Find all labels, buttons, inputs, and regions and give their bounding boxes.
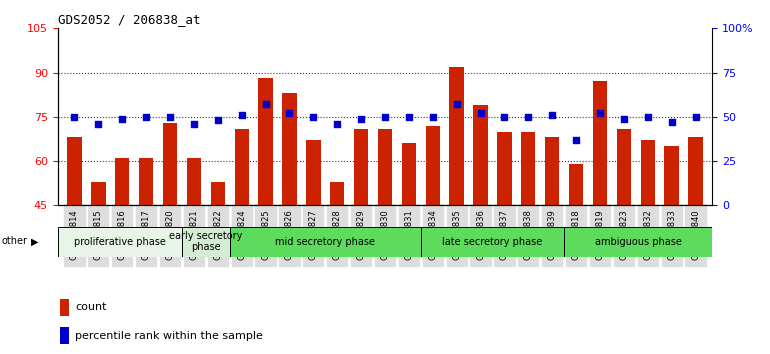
Point: [236, 112, 248, 118]
Point: [92, 121, 105, 127]
Point: [69, 114, 81, 120]
Point: [307, 114, 320, 120]
Point: [450, 102, 463, 107]
Bar: [60, 327, 69, 344]
Bar: [60, 299, 69, 316]
Text: ▶: ▶: [31, 236, 38, 246]
Point: [116, 116, 129, 121]
Point: [474, 110, 487, 116]
Bar: [235, 129, 249, 338]
Bar: [402, 143, 416, 338]
Text: ambiguous phase: ambiguous phase: [594, 236, 681, 247]
Point: [546, 112, 558, 118]
Bar: [474, 105, 487, 338]
Point: [689, 114, 701, 120]
Bar: [229, 227, 421, 257]
Bar: [378, 129, 392, 338]
Bar: [564, 227, 712, 257]
Text: mid secretory phase: mid secretory phase: [276, 236, 375, 247]
Text: GDS2052 / 206838_at: GDS2052 / 206838_at: [58, 13, 200, 26]
Point: [379, 114, 391, 120]
Point: [403, 114, 415, 120]
Point: [665, 119, 678, 125]
Bar: [593, 81, 608, 338]
Bar: [162, 123, 177, 338]
Text: proliferative phase: proliferative phase: [74, 236, 166, 247]
Point: [212, 118, 224, 123]
Bar: [688, 137, 703, 338]
Bar: [421, 227, 564, 257]
Point: [570, 137, 582, 143]
Bar: [545, 137, 559, 338]
Bar: [641, 141, 655, 338]
Bar: [91, 182, 105, 338]
Bar: [521, 132, 535, 338]
Text: count: count: [75, 302, 106, 312]
Point: [498, 114, 511, 120]
Bar: [450, 67, 464, 338]
Point: [355, 116, 367, 121]
Bar: [115, 158, 129, 338]
Bar: [139, 158, 153, 338]
Text: percentile rank within the sample: percentile rank within the sample: [75, 331, 263, 341]
Bar: [569, 164, 583, 338]
Bar: [211, 182, 225, 338]
Bar: [306, 141, 320, 338]
Bar: [67, 137, 82, 338]
Point: [331, 121, 343, 127]
Bar: [187, 158, 201, 338]
Point: [283, 110, 296, 116]
Point: [522, 114, 534, 120]
Bar: [259, 79, 273, 338]
Text: late secretory phase: late secretory phase: [443, 236, 543, 247]
Point: [188, 121, 200, 127]
Bar: [426, 126, 440, 338]
Point: [594, 110, 606, 116]
Point: [259, 102, 272, 107]
Bar: [58, 227, 182, 257]
Bar: [497, 132, 511, 338]
Bar: [330, 182, 344, 338]
Text: other: other: [2, 236, 28, 246]
Point: [641, 114, 654, 120]
Bar: [617, 129, 631, 338]
Point: [164, 114, 176, 120]
Bar: [283, 93, 296, 338]
Point: [427, 114, 439, 120]
Text: early secretory
phase: early secretory phase: [169, 231, 243, 252]
Bar: [665, 146, 679, 338]
Point: [140, 114, 152, 120]
Bar: [354, 129, 368, 338]
Point: [618, 116, 630, 121]
Bar: [182, 227, 229, 257]
